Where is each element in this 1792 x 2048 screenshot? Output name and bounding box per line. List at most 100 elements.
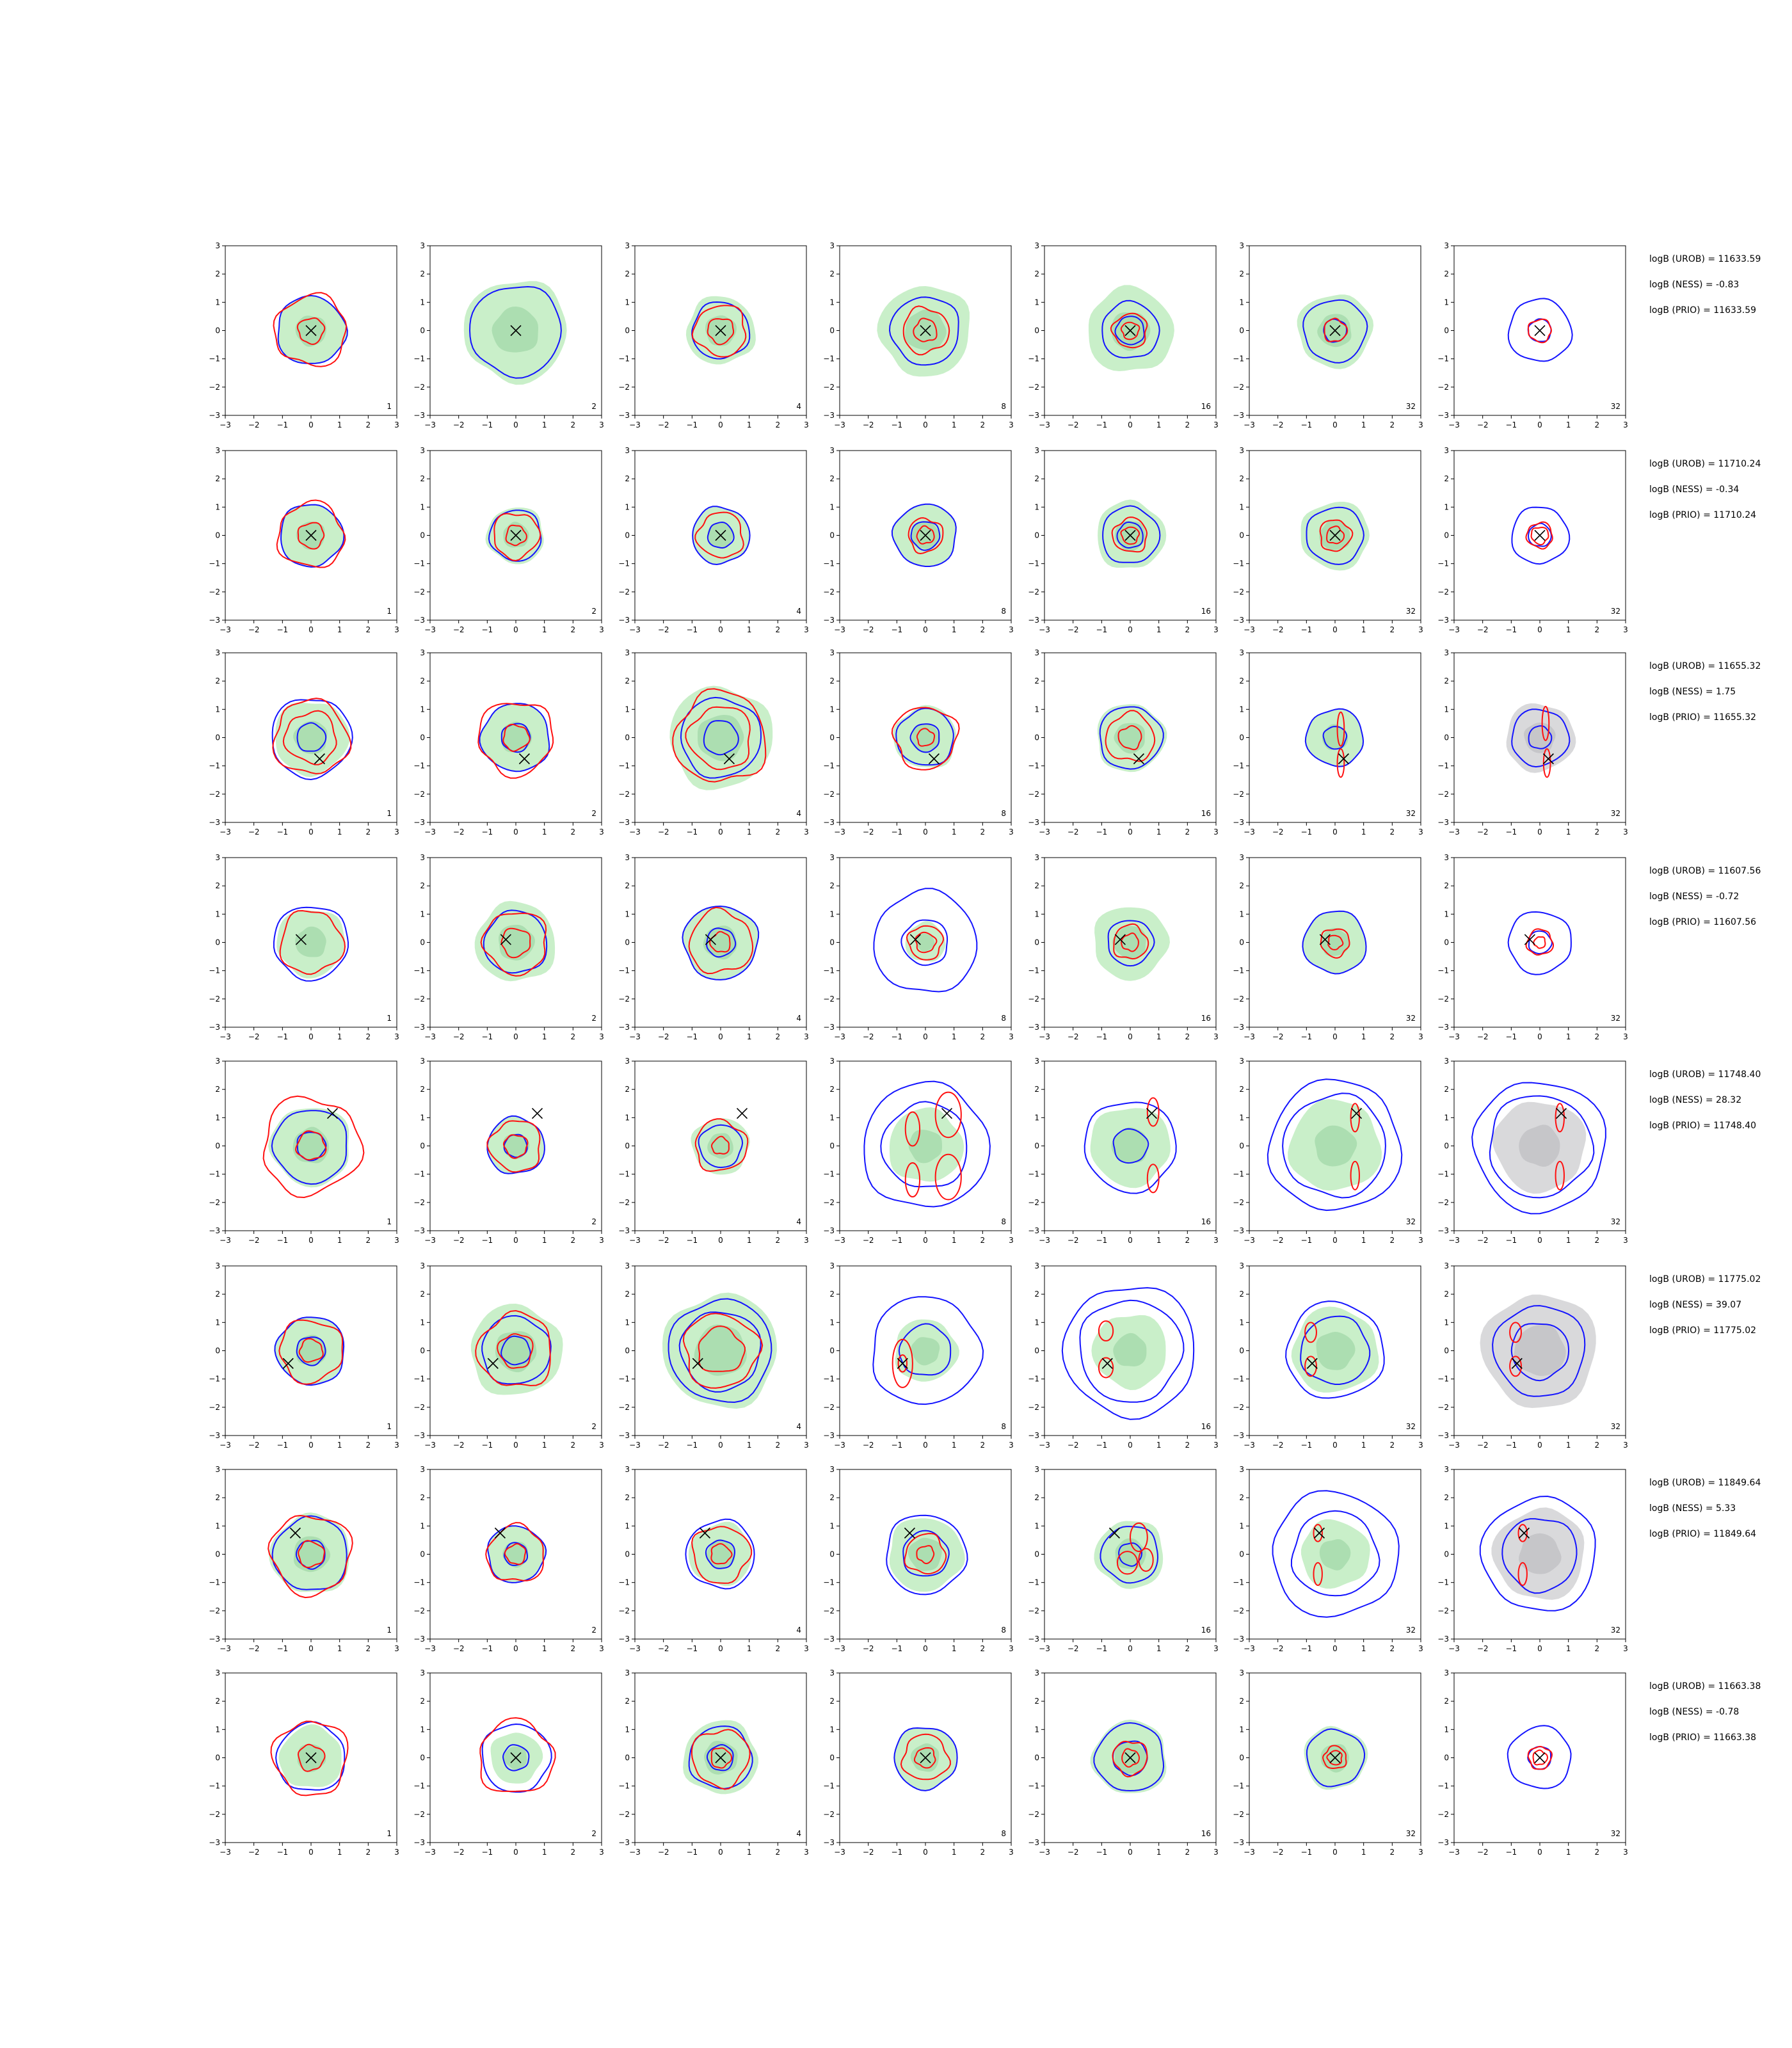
- panel-r7-c6: −3−3 −2 −2 −1 −1 0 0 1 1 2 2 3 3 32: [1437, 1668, 1628, 1857]
- true-value-marker: [1534, 324, 1546, 337]
- y-tick-label: −1: [1233, 559, 1244, 568]
- red-mode-contour: [934, 1091, 962, 1139]
- x-tick-label: 2: [571, 420, 576, 429]
- panel-iteration-label: 4: [796, 607, 801, 616]
- y-tick-label: 1: [1034, 1318, 1039, 1327]
- y-tick-label: −3: [1233, 616, 1244, 625]
- density-core: [293, 721, 328, 755]
- x-tick-label: 1: [337, 1644, 342, 1653]
- blue-contour: [880, 1101, 968, 1188]
- x-tick-label: 2: [1595, 1644, 1600, 1653]
- x-tick-label: 2: [1390, 1441, 1395, 1450]
- x-tick-label: −2: [1068, 625, 1079, 634]
- y-tick-label: −3: [1028, 616, 1039, 625]
- y-tick-label: 0: [215, 938, 220, 947]
- y-tick-label: 3: [625, 1465, 630, 1474]
- y-tick-label: 1: [1034, 909, 1039, 918]
- red-contour: [485, 1522, 544, 1581]
- y-tick-label: −1: [823, 1375, 835, 1384]
- logB-annotation: logB (PRIO) = 11710.24: [1649, 510, 1756, 520]
- y-tick-label: 0: [829, 938, 835, 947]
- red-mode-contour: [934, 1153, 962, 1201]
- y-tick-label: 0: [829, 1754, 835, 1763]
- panel-iteration-label: 8: [1001, 1829, 1006, 1838]
- x-tick-label: 2: [571, 828, 576, 836]
- panel-r4-c5: −3−3 −2 −2 −1 −1 0 0 1 1 2 2 3 3 32: [1233, 1057, 1423, 1245]
- x-tick-label: 2: [1185, 1032, 1190, 1041]
- x-tick-label: 1: [952, 1644, 957, 1653]
- blue-contour: [1511, 708, 1571, 768]
- x-tick-label: 0: [513, 1441, 518, 1450]
- x-tick-label: −2: [863, 420, 874, 429]
- red-contour: [691, 305, 747, 358]
- true-value-marker: [920, 1752, 931, 1764]
- x-tick-label: −1: [276, 1848, 288, 1857]
- y-tick-label: −3: [209, 616, 220, 625]
- x-tick-label: 1: [1361, 1644, 1366, 1653]
- y-tick-label: 1: [1239, 909, 1244, 918]
- panel-iteration-label: 8: [1001, 1217, 1006, 1226]
- x-tick-label: 0: [1537, 1236, 1542, 1245]
- y-tick-label: 3: [1239, 1465, 1244, 1474]
- true-value-marker: [723, 753, 735, 765]
- x-tick-label: 1: [542, 1441, 547, 1450]
- panel-r7-c1: −3−3 −2 −2 −1 −1 0 0 1 1 2 2 3 3 2: [413, 1668, 604, 1857]
- blue-contour: [900, 919, 948, 966]
- panel-iteration-label: 4: [796, 809, 801, 818]
- red-mode-contour: [1509, 1322, 1522, 1343]
- density-core: [1514, 1325, 1566, 1376]
- y-tick-label: 0: [829, 1142, 835, 1151]
- y-tick-label: −1: [823, 762, 835, 771]
- y-tick-label: 3: [625, 446, 630, 455]
- red-mode-contour: [1555, 1103, 1565, 1133]
- red-contour: [1525, 521, 1553, 550]
- y-tick-label: 1: [1444, 1725, 1449, 1734]
- panel-iteration-label: 8: [1001, 402, 1006, 411]
- y-tick-label: −2: [823, 1606, 835, 1615]
- y-tick-label: −2: [1437, 588, 1449, 596]
- y-tick-label: 3: [1444, 1057, 1449, 1066]
- x-tick-label: 2: [1595, 1848, 1600, 1857]
- x-tick-label: 3: [1623, 420, 1628, 429]
- red-contour: [477, 703, 554, 779]
- x-tick-label: −2: [658, 1032, 669, 1041]
- true-value-marker: [531, 1108, 543, 1119]
- y-tick-label: −1: [209, 966, 220, 975]
- y-tick-label: 2: [829, 1290, 835, 1299]
- panel-iteration-label: 32: [1611, 607, 1620, 616]
- y-tick-label: 0: [420, 938, 425, 947]
- blue-contour: [1306, 1728, 1366, 1788]
- true-value-marker: [1329, 324, 1341, 337]
- x-tick-label: −2: [658, 1848, 669, 1857]
- y-tick-label: 2: [625, 676, 630, 685]
- panel-iteration-label: 1: [387, 402, 392, 411]
- blue-contour: [488, 509, 542, 562]
- panel-r7-c3: −3−3 −2 −2 −1 −1 0 0 1 1 2 2 3 3 8: [823, 1668, 1014, 1857]
- red-mode-contour: [1555, 1160, 1565, 1190]
- y-tick-label: 2: [1239, 1697, 1244, 1706]
- true-value-marker: [326, 1108, 339, 1119]
- y-tick-label: 3: [829, 853, 835, 862]
- y-tick-label: 3: [1239, 241, 1244, 250]
- true-value-marker: [305, 529, 317, 541]
- x-tick-label: 2: [1185, 828, 1190, 836]
- x-tick-label: −3: [1448, 420, 1460, 429]
- y-tick-label: 0: [1444, 1754, 1449, 1763]
- x-tick-label: −2: [453, 1644, 465, 1653]
- red-contour: [1110, 312, 1148, 349]
- x-tick-label: −2: [453, 1236, 465, 1245]
- x-tick-label: 3: [1213, 625, 1219, 634]
- y-tick-label: −3: [823, 411, 835, 420]
- red-contour: [709, 931, 731, 953]
- x-tick-label: 3: [804, 828, 809, 836]
- x-tick-label: 1: [1156, 828, 1162, 836]
- x-tick-label: 3: [804, 625, 809, 634]
- y-tick-label: 3: [1444, 1261, 1449, 1270]
- y-tick-label: −2: [413, 383, 425, 392]
- y-tick-label: 1: [1239, 1521, 1244, 1530]
- x-tick-label: 3: [394, 1236, 399, 1245]
- x-tick-label: −3: [424, 1441, 436, 1450]
